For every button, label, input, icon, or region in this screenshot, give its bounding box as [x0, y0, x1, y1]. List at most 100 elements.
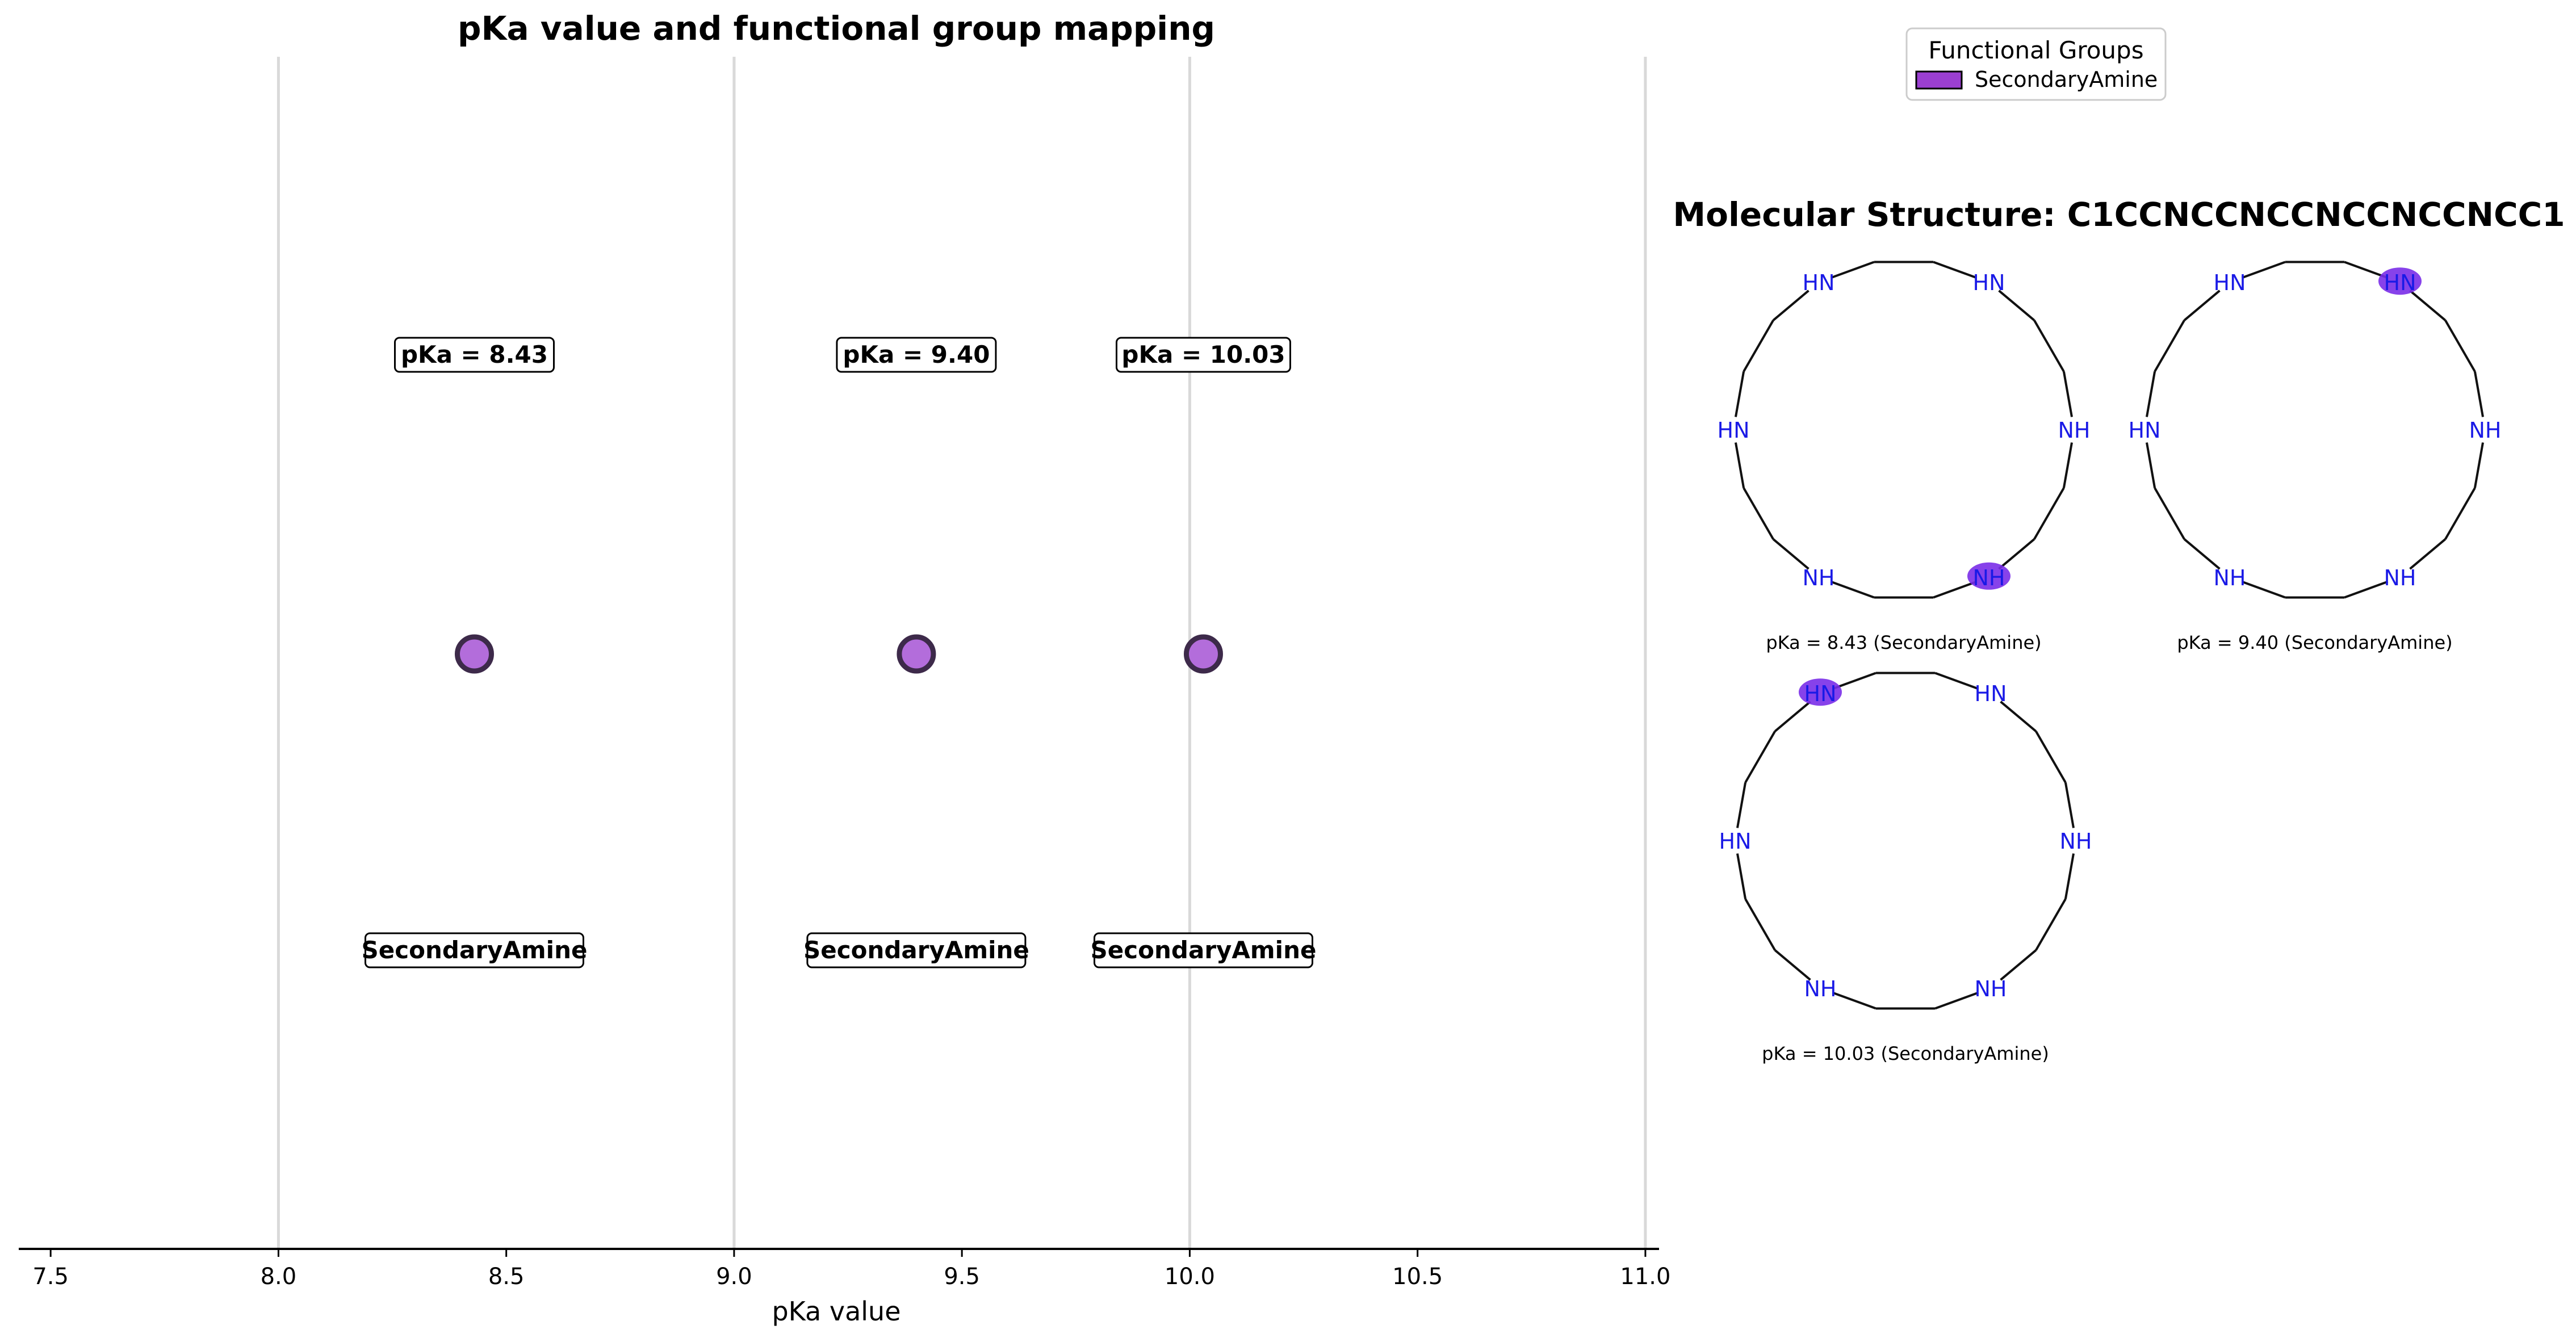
bond [2000, 701, 2037, 732]
bond [1736, 853, 1747, 899]
bond [1735, 371, 1745, 417]
group-label-frame [365, 932, 584, 968]
legend-entry-label: SecondaryAmine [1975, 67, 2158, 92]
bond [2241, 580, 2286, 599]
pka-value-label-frame [836, 337, 997, 373]
atom-label: HN [1804, 681, 1837, 706]
x-axis-ticks: 7.5 8.0 8.5 9.0 9.5 10.0 10.5 11.0 [32, 1249, 1670, 1290]
molecule-structure: HN NH HN HN NH NH pKa = 9.40 (SecondaryAmine) [2129, 261, 2502, 653]
highlighted-atom [2378, 267, 2422, 295]
atom-label: NH [2214, 565, 2246, 590]
group-label-frame [1094, 932, 1313, 968]
group-label-box: SecondaryAmine [362, 932, 587, 968]
bond [1934, 672, 1979, 690]
bond [1744, 898, 1776, 951]
group-label-box: SecondaryAmine [803, 932, 1029, 968]
bond [2000, 949, 2037, 981]
bond [1735, 442, 1745, 488]
atom-label: HN [2214, 270, 2246, 295]
molecule-structures: HN NH HN HN NH NH pKa = 8.43 (SecondaryAmine) H… [1718, 261, 2502, 1064]
x-axis-label: pKa value [772, 1296, 900, 1327]
atom-label: NH [2469, 418, 2502, 443]
group-label-box: SecondaryAmine [1091, 932, 1317, 968]
pka-value-label-frame [394, 337, 555, 373]
bond [1743, 487, 1774, 540]
atom-label: HN [2384, 270, 2416, 295]
atom-label: HN [1973, 270, 2005, 295]
bond [2409, 538, 2447, 570]
bond [2064, 853, 2075, 899]
bond [2033, 320, 2065, 372]
atom-label: NH [1804, 976, 1837, 1001]
bond [2146, 371, 2156, 417]
bond [1772, 290, 1810, 321]
x-tick-label: 9.5 [944, 1264, 980, 1290]
group-label: SecondaryAmine [803, 936, 1029, 964]
group-label-frame [806, 932, 1027, 968]
bond [1736, 782, 1747, 828]
chart-title: pKa value and functional group mapping [458, 9, 1215, 48]
bond [2064, 782, 2075, 828]
pka-value-label: pKa = 8.43 [401, 341, 548, 368]
bond [2409, 290, 2447, 321]
pka-value-label-box: pKa = 9.40 [836, 337, 997, 373]
bond [1998, 538, 2035, 570]
bond [2344, 261, 2389, 279]
legend-swatch [1915, 70, 1963, 90]
atom-label: HN [1803, 270, 1835, 295]
pka-chart: pKa value and functional group mapping 7… [19, 9, 1670, 1327]
data-point [455, 634, 494, 674]
pka-value-label: pKa = 10.03 [1121, 341, 1285, 368]
data-point [897, 634, 936, 674]
bond [2154, 487, 2185, 540]
bond [2473, 371, 2484, 417]
pka-value-label-box: pKa = 8.43 [394, 337, 555, 373]
x-tick-label: 8.5 [488, 1264, 525, 1290]
atom-label: HN [1975, 681, 2007, 706]
bond [1933, 580, 1978, 599]
atom-label: NH [2060, 829, 2092, 854]
bond [2035, 731, 2067, 783]
bond [2062, 442, 2073, 488]
highlighted-atom [1967, 562, 2010, 590]
bond [2344, 580, 2389, 599]
atom-label: NH [2058, 418, 2091, 443]
bond [1744, 731, 1776, 783]
bond [2035, 898, 2067, 951]
bond [1832, 672, 1876, 690]
bond [1830, 261, 1875, 279]
bond [2154, 320, 2185, 372]
bond [2033, 487, 2065, 540]
atom-label: NH [1973, 565, 2005, 590]
x-tick-label: 11.0 [1620, 1264, 1670, 1290]
molecule-panel: Molecular Structure: C1CCNCCNCCNCCNCCNCC… [1673, 195, 2565, 1064]
data-points: pKa = 8.43 SecondaryAmine pKa = 9.40 Second… [362, 337, 1317, 968]
bond [1933, 261, 1978, 279]
bond [1774, 701, 1811, 732]
bond [2146, 442, 2156, 488]
legend: Functional Groups SecondaryAmine [1905, 27, 2167, 101]
bond [2241, 261, 2286, 279]
bond [2183, 538, 2221, 570]
atom-label: NH [1803, 565, 1835, 590]
bond [1772, 538, 1810, 570]
highlighted-atom [1799, 678, 1842, 706]
x-tick-label: 7.5 [32, 1264, 69, 1290]
structure-caption: pKa = 8.43 (SecondaryAmine) [1766, 632, 2041, 653]
pka-value-label: pKa = 9.40 [843, 341, 990, 368]
bond [2444, 487, 2476, 540]
bond [2473, 442, 2484, 488]
legend-frame [1905, 27, 2167, 101]
bond [2062, 371, 2073, 417]
molecule-panel-title: Molecular Structure: C1CCNCCNCCNCCNCCNCC… [1673, 195, 2565, 234]
atom-label: HN [1718, 418, 1750, 443]
atom-label: NH [1975, 976, 2007, 1001]
bond [1832, 991, 1876, 1010]
pka-value-label-frame [1116, 337, 1291, 373]
group-label: SecondaryAmine [1091, 936, 1317, 964]
x-tick-label: 9.0 [716, 1264, 752, 1290]
x-tick-label: 10.0 [1165, 1264, 1215, 1290]
bond [2444, 320, 2476, 372]
bond [1934, 991, 1979, 1010]
